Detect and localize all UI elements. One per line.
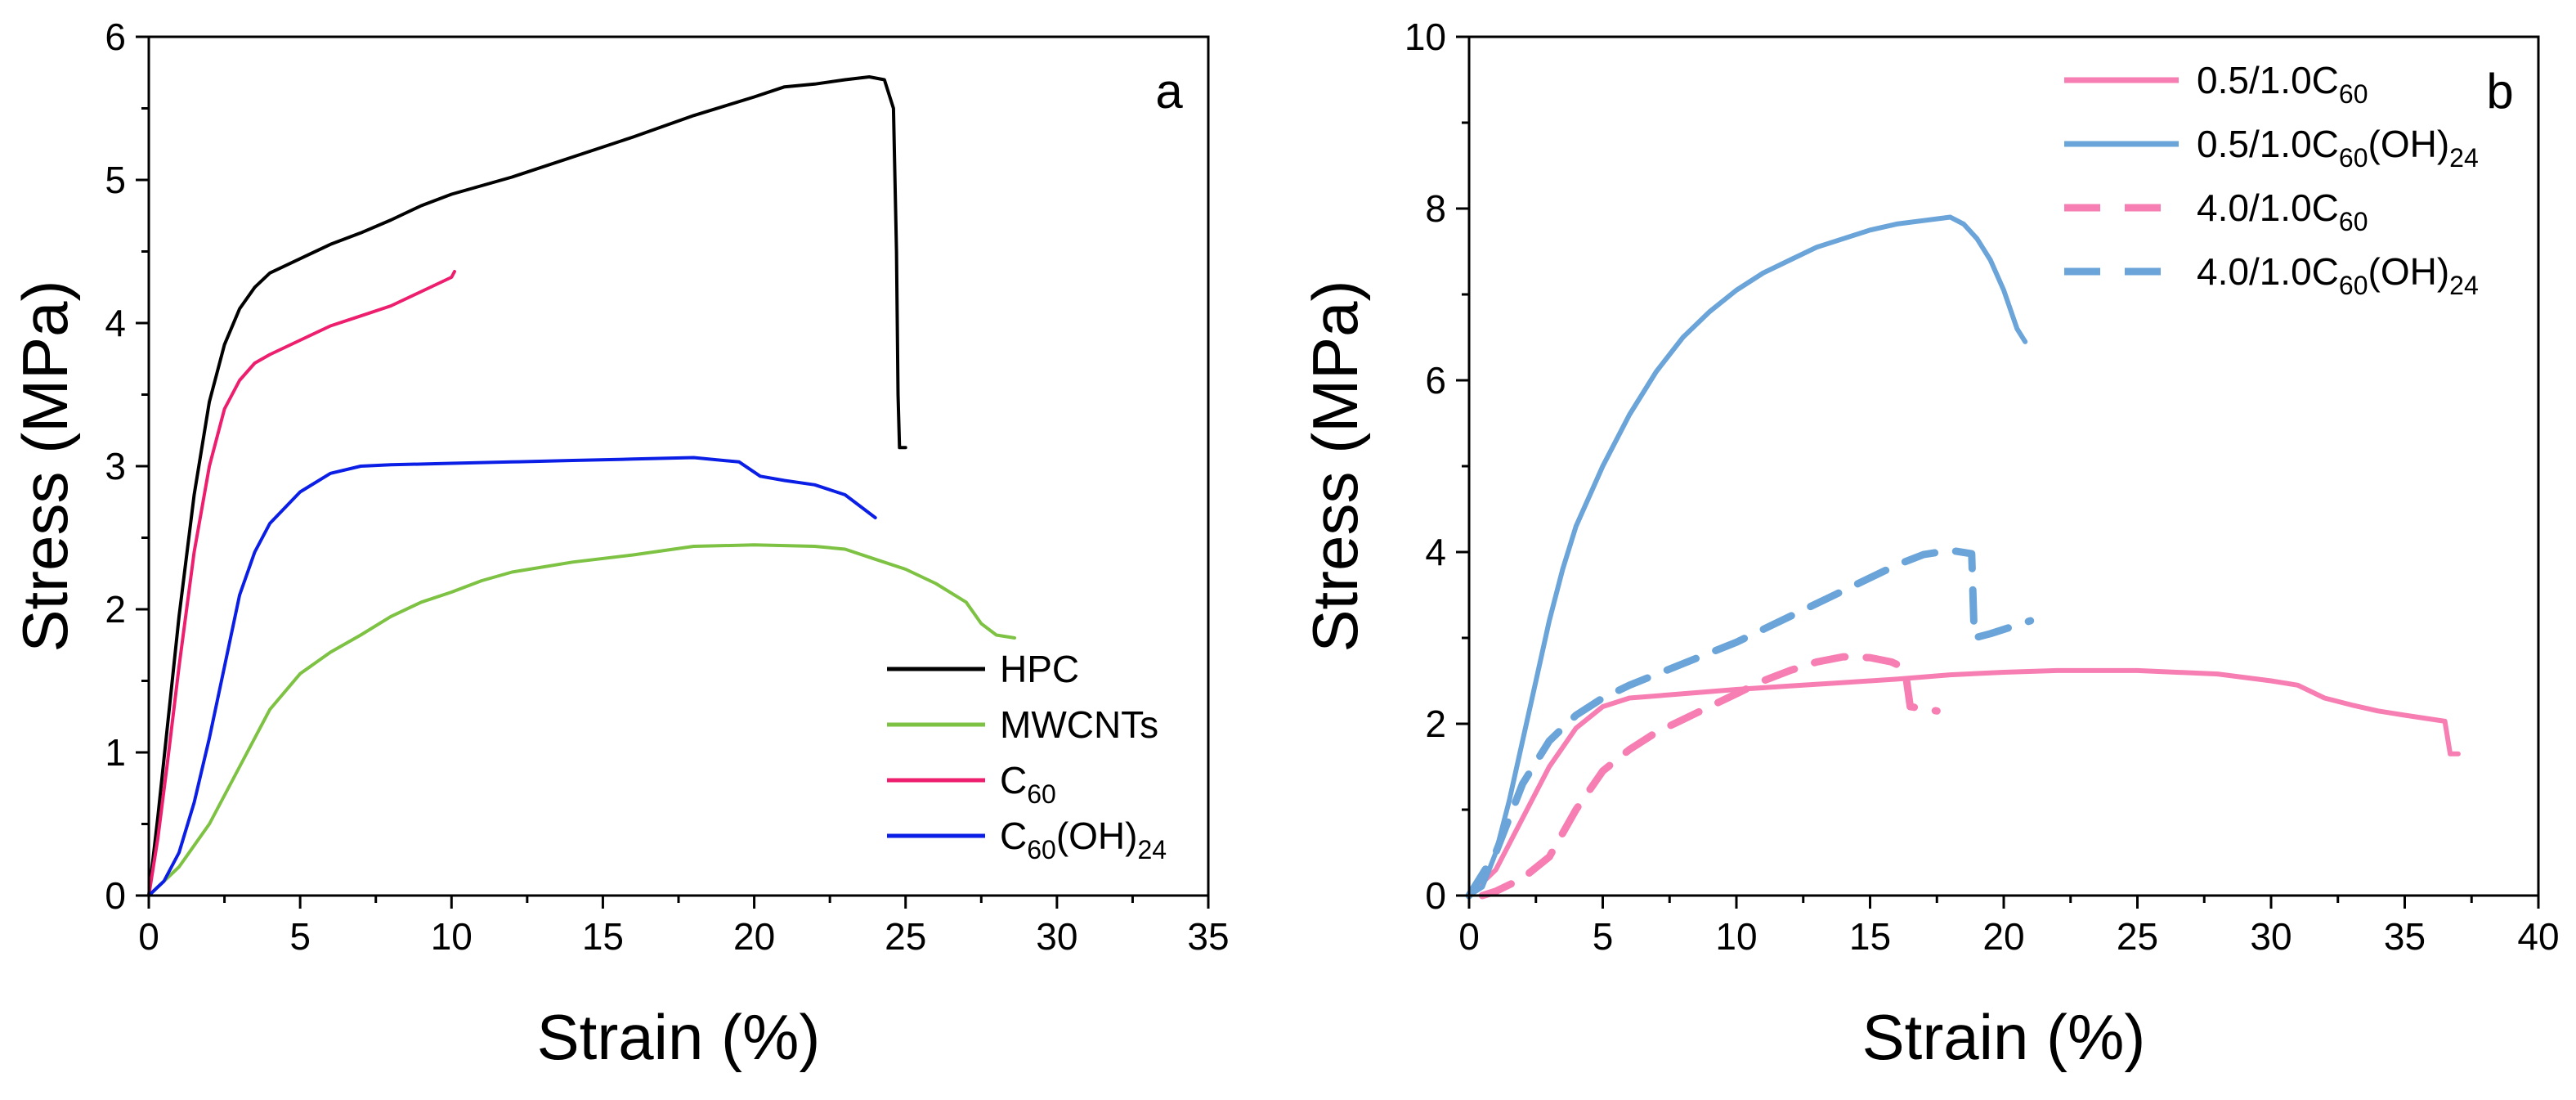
panel-a-series-1-line — [147, 543, 1016, 897]
panel-b-legend: 0.5/1.0C60 0.5/1.0C60(OH)24 4.0/1.0C60 4.0/… — [2064, 59, 2479, 300]
panel-b-x-tick-label: 5 — [1593, 915, 1614, 958]
panel-a-y-tick-label: 6 — [105, 16, 126, 58]
panel-b-series-2-line — [1478, 653, 1941, 900]
panel-b-frame — [1467, 35, 2540, 897]
panel-a-x-ticks: 0 5 10 15 20 25 30 35 — [138, 896, 1230, 958]
panel-a-series-3-line — [147, 456, 877, 897]
panel-b-y-tick-label: 10 — [1404, 16, 1446, 58]
panel-a-legend-label-0: HPC — [1000, 648, 1079, 690]
panel-a-y-tick-label: 0 — [105, 874, 126, 917]
panel-b-x-tick-label: 25 — [2117, 915, 2158, 958]
panel-b-legend-label-0: 0.5/1.0C60 — [2197, 59, 2368, 109]
panel-b-ylabel: Stress (MPa) — [1299, 280, 1371, 652]
panel-a-y-tick-label: 2 — [105, 588, 126, 631]
panel-a-series — [147, 75, 1016, 897]
panel-b-y-tick-label: 4 — [1425, 531, 1446, 573]
panel-b-legend-label-1: 0.5/1.0C60(OH)24 — [2197, 123, 2479, 173]
panel-a-x-tick-label: 0 — [138, 915, 159, 958]
panel-b-legend-label-2: 4.0/1.0C60 — [2197, 186, 2368, 236]
panel-a-xlabel: Strain (%) — [537, 1001, 821, 1073]
panel-b-x-tick-label: 15 — [1849, 915, 1891, 958]
panel-b-x-tick-label: 0 — [1458, 915, 1480, 958]
panel-b-x-ticks: 0 5 10 15 20 25 30 35 40 — [1458, 896, 2560, 958]
panel-a-x-tick-label: 25 — [885, 915, 926, 958]
panel-b-y-tick-label: 2 — [1425, 703, 1446, 745]
panel-a-series-2-line — [147, 270, 456, 897]
panel-a-series-0-line — [147, 75, 907, 897]
panel-a-ylabel: Stress (MPa) — [9, 280, 81, 652]
panel-a-legend-label-2: C60 — [1000, 759, 1056, 809]
panel-a-y-ticks: 0 1 2 3 4 5 6 — [105, 16, 149, 917]
panel-b: 0 5 10 15 20 25 30 35 40 0 2 4 6 8 10 Strain (%) Stre… — [1299, 16, 2560, 1073]
panel-a-x-tick-label: 5 — [289, 915, 311, 958]
panel-a-y-tick-label: 4 — [105, 302, 126, 344]
panel-b-x-tick-label: 20 — [1982, 915, 2024, 958]
panel-a: 0 5 10 15 20 25 30 35 0 1 2 3 4 5 6 Strain (%) Stress… — [9, 16, 1230, 1073]
panel-b-letter: b — [2486, 64, 2513, 119]
panel-b-series-1-line — [1467, 214, 2028, 898]
panel-a-y-tick-label: 5 — [105, 159, 126, 201]
panel-b-x-tick-label: 30 — [2250, 915, 2292, 958]
panel-b-x-tick-label: 10 — [1715, 915, 1757, 958]
panel-a-frame — [147, 35, 1210, 897]
panel-a-legend-label-3: C60(OH)24 — [1000, 815, 1167, 864]
panel-a-y-tick-label: 1 — [105, 731, 126, 774]
panel-b-series — [1465, 214, 2461, 900]
panel-a-x-tick-label: 20 — [733, 915, 775, 958]
panel-a-legend-label-1: MWCNTs — [1000, 703, 1158, 746]
panel-b-x-tick-label: 40 — [2517, 915, 2559, 958]
panel-a-x-tick-label: 30 — [1036, 915, 1077, 958]
panel-b-y-ticks: 0 2 4 6 8 10 — [1404, 16, 1469, 917]
panel-b-series-0-line — [1467, 667, 2461, 898]
panel-b-y-tick-label: 6 — [1425, 359, 1446, 402]
panel-b-legend-label-3: 4.0/1.0C60(OH)24 — [2197, 250, 2479, 300]
panel-b-x-tick-label: 35 — [2384, 915, 2426, 958]
panel-a-x-tick-label: 10 — [431, 915, 473, 958]
panel-a-x-tick-label: 35 — [1187, 915, 1229, 958]
panel-a-letter: a — [1155, 64, 1183, 119]
panel-b-series-3-line — [1465, 546, 2035, 900]
panel-a-legend: HPC MWCNTs C60 C60(OH)24 — [887, 648, 1167, 864]
panel-a-x-tick-label: 15 — [582, 915, 624, 958]
panel-b-y-tick-label: 8 — [1425, 187, 1446, 230]
panel-b-xlabel: Strain (%) — [1862, 1001, 2146, 1073]
panel-b-y-tick-label: 0 — [1425, 874, 1446, 917]
panel-a-y-tick-label: 3 — [105, 445, 126, 487]
